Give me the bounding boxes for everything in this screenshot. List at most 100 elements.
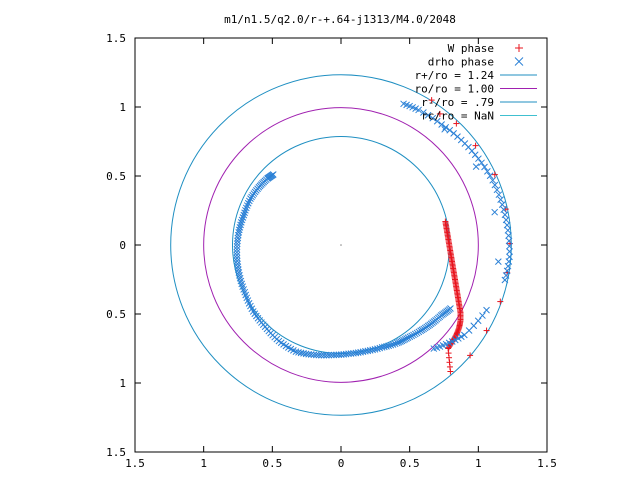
drho-phase-marker — [503, 221, 511, 229]
drho-phase-marker — [302, 350, 310, 358]
drho-phase-marker — [323, 351, 330, 359]
w-phase-marker — [436, 110, 443, 117]
drho-phase-marker — [506, 253, 513, 261]
drho-phase-marker — [335, 351, 343, 359]
legend-label: W phase — [448, 42, 494, 55]
drho-phase-series — [233, 100, 513, 359]
drho-phase-marker — [376, 344, 384, 352]
drho-phase-marker — [395, 338, 403, 346]
drho-phase-marker — [500, 206, 508, 214]
y-tick-label: 1 — [119, 377, 126, 390]
drho-phase-marker — [497, 196, 504, 203]
drho-phase-marker — [493, 186, 501, 194]
drho-phase-marker — [233, 246, 241, 253]
drho-phase-marker — [442, 123, 450, 131]
drho-phase-marker — [233, 257, 241, 265]
drho-phase-marker — [479, 312, 486, 319]
drho-phase-marker — [393, 339, 401, 347]
drho-phase-marker — [234, 260, 241, 268]
drho-phase-marker — [333, 351, 340, 359]
drho-phase-marker — [235, 229, 243, 236]
drho-phase-marker — [504, 226, 512, 234]
drho-phase-marker — [233, 240, 241, 248]
x-tick-label: 1.5 — [537, 457, 557, 470]
drho-phase-marker — [491, 208, 499, 216]
y-tick-label: 0.5 — [106, 308, 126, 321]
drho-phase-marker — [441, 125, 449, 133]
drho-phase-marker — [297, 349, 305, 357]
y-tick-labels: 1.5 1 0.5 0 0.5 1 1.5 — [106, 32, 126, 459]
drho-phase-marker — [429, 114, 437, 122]
w-phase-marker — [497, 298, 504, 305]
drho-phase-marker — [415, 328, 423, 336]
drho-phase-marker — [237, 219, 245, 226]
y-tick-label: 0.5 — [106, 170, 126, 183]
drho-phase-marker — [481, 163, 488, 171]
drho-phase-marker — [478, 159, 485, 167]
drho-phase-marker — [446, 126, 454, 134]
drho-phase-marker — [233, 251, 241, 259]
drho-phase-marker — [241, 209, 248, 217]
drho-phase-marker — [239, 214, 247, 221]
drho-phase-marker — [450, 130, 458, 137]
drho-phase-marker — [242, 206, 249, 214]
drho-phase-marker — [505, 237, 513, 245]
drho-phase-marker — [400, 100, 407, 108]
drho-phase-marker — [475, 155, 482, 163]
x-tick-label: 1 — [200, 457, 207, 470]
drho-phase-marker — [237, 221, 244, 229]
drho-phase-marker — [240, 211, 248, 219]
drho-phase-marker — [420, 109, 427, 116]
drho-phase-marker — [300, 350, 307, 357]
x-tick-label: 1.5 — [125, 457, 145, 470]
legend-swatch — [514, 57, 524, 66]
drho-phase-marker — [295, 348, 302, 356]
x-tick-labels: 1.5 1 0.5 0 0.5 1 1.5 — [125, 457, 557, 470]
drho-phase-marker — [501, 211, 509, 219]
drho-phase-marker — [502, 216, 510, 224]
drho-phase-marker — [494, 258, 502, 265]
drho-phase-marker — [438, 121, 445, 128]
x-tick-label: 0.5 — [400, 457, 420, 470]
x-tick-label: 0 — [338, 457, 345, 470]
drho-phase-marker — [408, 332, 416, 340]
drho-phase-marker — [413, 329, 421, 337]
drho-phase-marker — [233, 254, 241, 262]
w-phase-marker — [472, 142, 479, 149]
drho-phase-marker — [269, 171, 277, 178]
origin-dot — [340, 244, 342, 246]
drho-phase-marker — [506, 242, 513, 250]
drho-phase-marker — [325, 351, 333, 359]
legend-swatch — [515, 44, 523, 52]
drho-phase-marker — [491, 181, 499, 189]
y-tick-label: 1.5 — [106, 32, 126, 45]
drho-phase-marker — [320, 351, 328, 359]
w-phase-marker — [483, 327, 490, 334]
y-tick-label: 1.5 — [106, 446, 126, 459]
w-phase-marker — [428, 97, 435, 104]
drho-phase-marker — [486, 172, 494, 180]
drho-phase-marker — [387, 341, 395, 349]
w-phase-marker — [447, 368, 454, 375]
drho-phase-marker — [378, 344, 386, 351]
x-tick-label: 1 — [475, 457, 482, 470]
drho-phase-marker — [410, 331, 417, 339]
drho-phase-marker — [472, 163, 480, 170]
drho-phase-marker — [234, 234, 242, 242]
drho-phase-marker — [318, 351, 325, 359]
legend-label: drho phase — [428, 56, 494, 69]
drho-phase-marker — [389, 341, 397, 348]
drho-phase-marker — [506, 248, 513, 255]
drho-phase-marker — [330, 351, 338, 359]
drho-phase-marker — [489, 176, 497, 184]
drho-phase-marker — [406, 333, 414, 341]
drho-phase-marker — [238, 216, 246, 224]
drho-phase-marker — [234, 237, 241, 245]
drho-phase-marker — [483, 306, 490, 314]
radius-circle — [170, 74, 512, 416]
radius-circle — [203, 107, 479, 383]
legend-label: rc/ro = NaN — [421, 110, 494, 123]
drho-phase-marker — [236, 223, 244, 231]
